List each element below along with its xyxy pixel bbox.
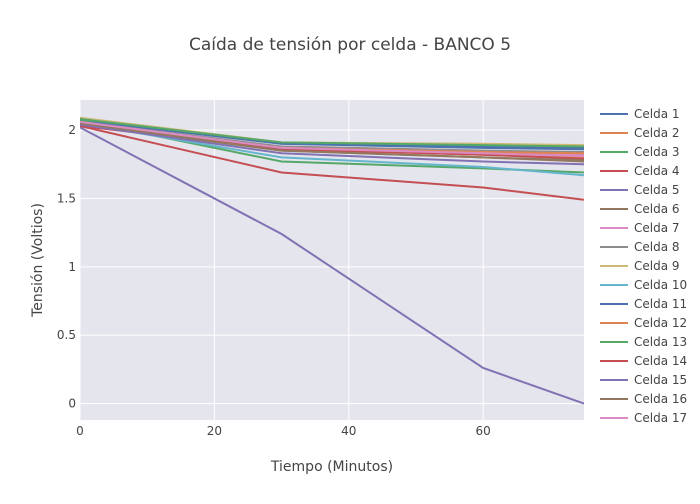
legend-item-label[interactable]: Celda 12 [634, 316, 687, 330]
series-line [80, 126, 584, 405]
y-axis-label: Tensión (Voltios) [30, 203, 46, 318]
axes: 0 20 40 60 0 0.5 1 1.5 2 [57, 123, 491, 438]
legend-item-label[interactable]: Celda 4 [634, 164, 680, 178]
legend-item-label[interactable]: Celda 15 [634, 373, 687, 387]
legend-item-label[interactable]: Celda 10 [634, 278, 687, 292]
legend-item-label[interactable]: Celda 13 [634, 335, 687, 349]
y-tick-label: 1.5 [57, 191, 76, 205]
y-tick-label: 2 [68, 123, 76, 137]
chart-title: Caída de tensión por celda - BANCO 5 [189, 35, 511, 55]
legend-item-label[interactable]: Celda 17 [634, 411, 687, 425]
x-tick-label: 60 [476, 424, 491, 438]
series-line [80, 122, 584, 177]
series-line [80, 123, 584, 166]
legend-item-label[interactable]: Celda 1 [634, 107, 680, 121]
legend-item-label[interactable]: Celda 14 [634, 354, 687, 368]
series-line [80, 122, 584, 162]
legend-item-label[interactable]: Celda 7 [634, 221, 680, 235]
x-axis-label: Tiempo (Minutos) [270, 459, 393, 475]
series-lines [80, 116, 584, 405]
legend-item-label[interactable]: Celda 16 [634, 392, 687, 406]
legend-item-label[interactable]: Celda 6 [634, 202, 680, 216]
legend-item-label[interactable]: Celda 5 [634, 183, 680, 197]
x-tick-label: 40 [341, 424, 356, 438]
legend-item-label[interactable]: Celda 9 [634, 259, 680, 273]
legend-item-label[interactable]: Celda 11 [634, 297, 687, 311]
x-tick-label: 0 [76, 424, 84, 438]
series-line [80, 120, 584, 158]
y-tick-label: 0 [68, 397, 76, 411]
y-tick-label: 0.5 [57, 328, 76, 342]
y-tick-label: 1 [68, 260, 76, 274]
series-line [80, 118, 584, 148]
legend-item-label[interactable]: Celda 2 [634, 126, 680, 140]
legend-item-label[interactable]: Celda 8 [634, 240, 680, 254]
legend-item-label[interactable]: Celda 3 [634, 145, 680, 159]
series-line [80, 125, 584, 201]
x-tick-label: 20 [207, 424, 222, 438]
legend[interactable]: Celda 1 Celda 2 Celda 3 Celda 4 Celda 5 Celda… [600, 107, 687, 425]
